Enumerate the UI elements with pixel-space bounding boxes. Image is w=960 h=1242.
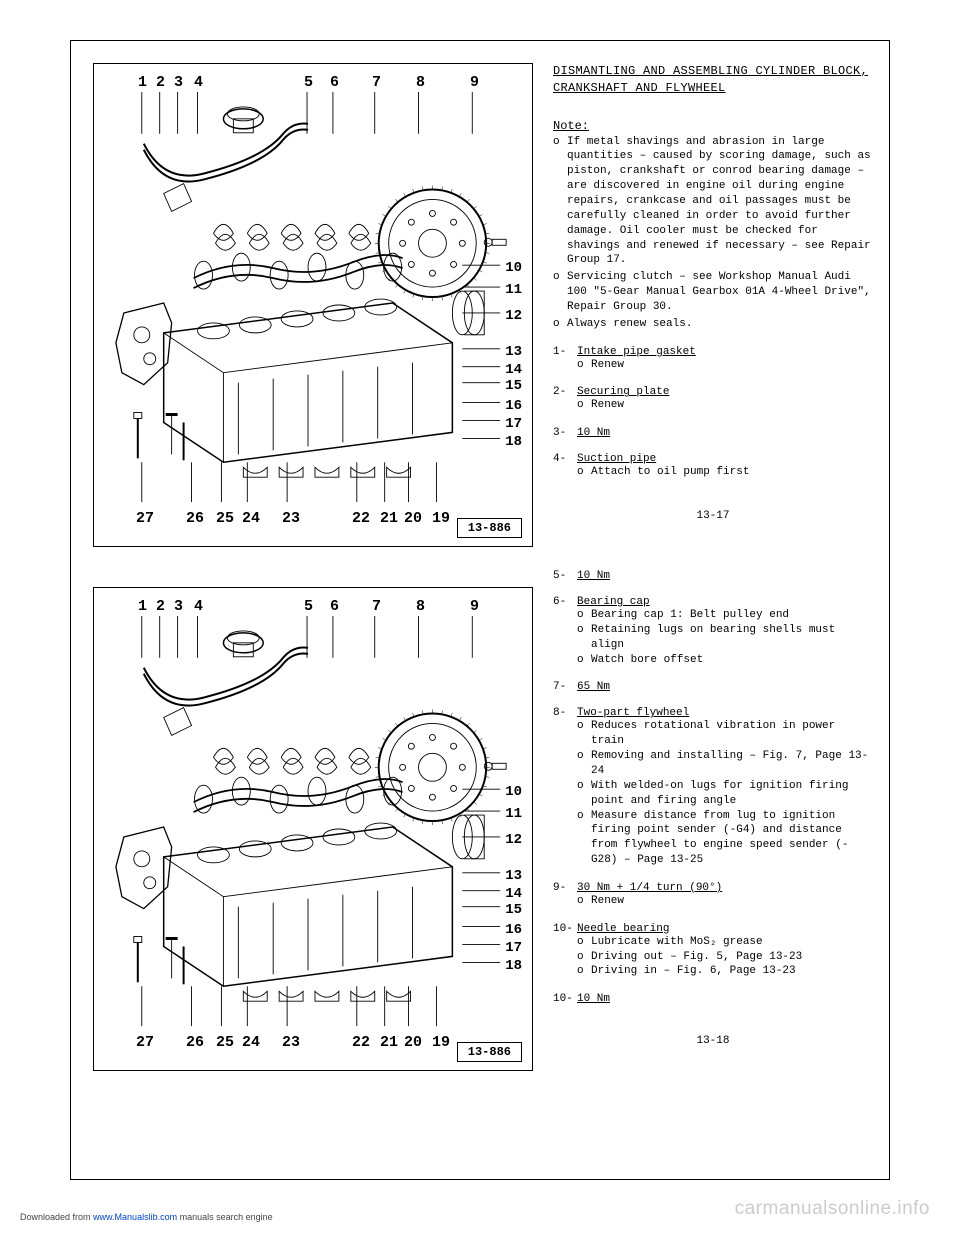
note-item: oServicing clutch – see Workshop Manual …: [553, 270, 873, 315]
part-item: 10-10 Nm: [553, 993, 873, 1005]
parts-list-b: 5-10 Nm 6-Bearing capoBearing cap 1: Belt…: [553, 570, 873, 1005]
part-sub: oLubricate with MoS₂ grease: [577, 935, 873, 950]
exploded-diagram-top: 1234567892726252423222120191011121314151…: [93, 63, 533, 547]
page-number-a: 13-17: [553, 510, 873, 522]
part-sub: oMeasure distance from lug to ignition f…: [577, 809, 873, 868]
part-item: 5-10 Nm: [553, 570, 873, 582]
part-sub: oReduces rotational vibration in power t…: [577, 719, 873, 749]
note-item: oIf metal shavings and abrasion in large…: [553, 135, 873, 269]
part-sub: oDriving in – Fig. 6, Page 13-23: [577, 964, 873, 979]
page-border: 1234567892726252423222120191011121314151…: [70, 40, 890, 1180]
part-item: 10-Needle bearingoLubricate with MoS₂ gr…: [553, 923, 873, 980]
right-column: DISMANTLING AND ASSEMBLING CYLINDER BLOC…: [553, 63, 873, 1047]
part-item: 4-Suction pipeoAttach to oil pump first: [553, 453, 873, 480]
left-column: 1234567892726252423222120191011121314151…: [93, 63, 533, 1111]
part-sub: oRetaining lugs on bearing shells must a…: [577, 623, 873, 653]
watermark: carmanualsonline.info: [735, 1198, 930, 1220]
note-heading: Note:: [553, 119, 873, 133]
title-line-2: CRANKSHAFT AND FLYWHEEL: [553, 81, 726, 95]
note-item: oAlways renew seals.: [553, 317, 873, 332]
page-title: DISMANTLING AND ASSEMBLING CYLINDER BLOC…: [553, 63, 873, 97]
part-sub: oWith welded-on lugs for ignition firing…: [577, 779, 873, 809]
part-item: 9-30 Nm + 1/4 turn (90°)oRenew: [553, 882, 873, 909]
parts-list-a: 1-Intake pipe gasketoRenew 2-Securing pla…: [553, 346, 873, 481]
part-sub: oAttach to oil pump first: [577, 465, 873, 480]
exploded-diagram-bottom: 1234567892726252423222120191011121314151…: [93, 587, 533, 1071]
title-line-1: DISMANTLING AND ASSEMBLING CYLINDER BLOC…: [553, 64, 868, 78]
part-item: 7-65 Nm: [553, 681, 873, 693]
part-item: 1-Intake pipe gasketoRenew: [553, 346, 873, 373]
page-content: 1234567892726252423222120191011121314151…: [75, 45, 885, 1175]
part-sub: oRenew: [577, 358, 873, 373]
footer-link[interactable]: www.Manualslib.com: [93, 1212, 177, 1222]
part-item: 8-Two-part flywheeloReduces rotational v…: [553, 707, 873, 867]
part-sub: oBearing cap 1: Belt pulley end: [577, 608, 873, 623]
part-item: 6-Bearing capoBearing cap 1: Belt pulley…: [553, 596, 873, 667]
part-sub: oWatch bore offset: [577, 653, 873, 668]
notes-block: oIf metal shavings and abrasion in large…: [553, 135, 873, 332]
part-item: 3-10 Nm: [553, 427, 873, 439]
page-number-b: 13-18: [553, 1035, 873, 1047]
part-item: 2-Securing plateoRenew: [553, 386, 873, 413]
footer-download-line: Downloaded from www.Manualslib.com manua…: [20, 1212, 273, 1222]
part-sub: oRenew: [577, 894, 873, 909]
part-sub: oDriving out – Fig. 5, Page 13-23: [577, 950, 873, 965]
part-sub: oRenew: [577, 398, 873, 413]
part-sub: oRemoving and installing – Fig. 7, Page …: [577, 749, 873, 779]
